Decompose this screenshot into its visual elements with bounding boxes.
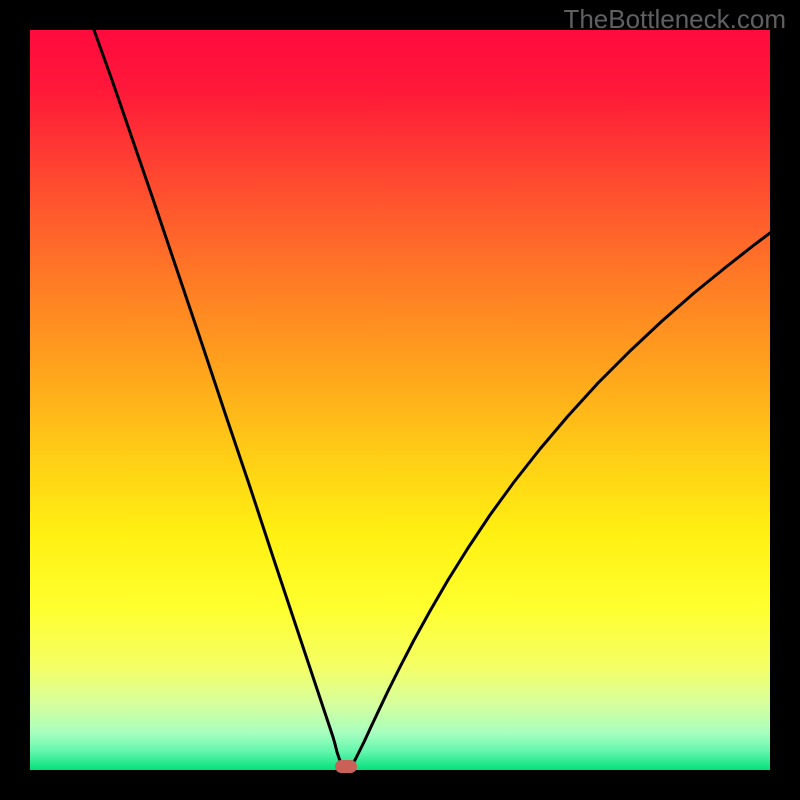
chart-frame: TheBottleneck.com xyxy=(0,0,800,800)
curve-minimum-marker xyxy=(335,760,357,773)
bottleneck-curve xyxy=(30,30,770,770)
plot-area xyxy=(30,30,770,770)
